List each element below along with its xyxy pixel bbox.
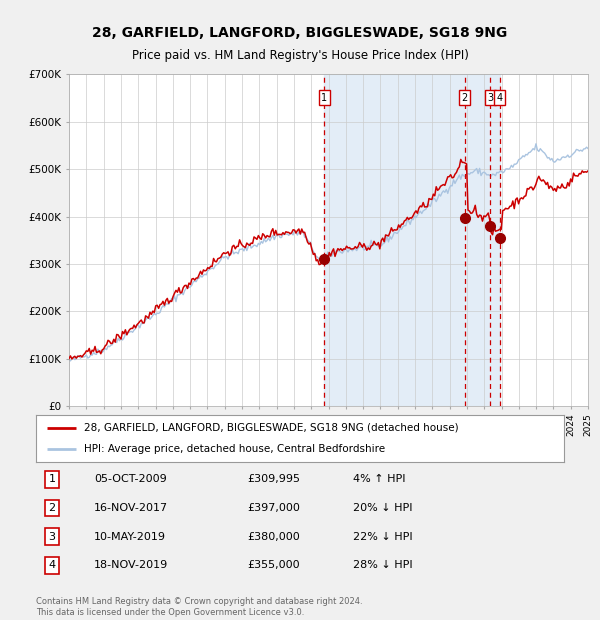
Text: 28, GARFIELD, LANGFORD, BIGGLESWADE, SG18 9NG: 28, GARFIELD, LANGFORD, BIGGLESWADE, SG1… xyxy=(92,26,508,40)
Text: Price paid vs. HM Land Registry's House Price Index (HPI): Price paid vs. HM Land Registry's House … xyxy=(131,49,469,62)
Text: £397,000: £397,000 xyxy=(247,503,300,513)
Text: 3: 3 xyxy=(49,532,55,542)
Text: 05-OCT-2009: 05-OCT-2009 xyxy=(94,474,167,484)
Text: 4: 4 xyxy=(48,560,55,570)
Text: 28, GARFIELD, LANGFORD, BIGGLESWADE, SG18 9NG (detached house): 28, GARFIELD, LANGFORD, BIGGLESWADE, SG1… xyxy=(83,423,458,433)
Text: 4: 4 xyxy=(497,92,503,103)
Text: 20% ↓ HPI: 20% ↓ HPI xyxy=(353,503,412,513)
Text: HPI: Average price, detached house, Central Bedfordshire: HPI: Average price, detached house, Cent… xyxy=(83,445,385,454)
Text: 1: 1 xyxy=(49,474,55,484)
Text: 2: 2 xyxy=(461,92,468,103)
Text: £309,995: £309,995 xyxy=(247,474,300,484)
Text: Contains HM Land Registry data © Crown copyright and database right 2024.
This d: Contains HM Land Registry data © Crown c… xyxy=(36,598,362,617)
Text: 22% ↓ HPI: 22% ↓ HPI xyxy=(353,532,412,542)
Text: £355,000: £355,000 xyxy=(247,560,300,570)
Text: 4% ↑ HPI: 4% ↑ HPI xyxy=(353,474,406,484)
Text: 1: 1 xyxy=(321,92,328,103)
Text: £380,000: £380,000 xyxy=(247,532,300,542)
Text: 10-MAY-2019: 10-MAY-2019 xyxy=(94,532,166,542)
Bar xyxy=(325,74,500,406)
Text: 3: 3 xyxy=(487,92,493,103)
Text: 16-NOV-2017: 16-NOV-2017 xyxy=(94,503,168,513)
Text: 2: 2 xyxy=(48,503,55,513)
Text: 28% ↓ HPI: 28% ↓ HPI xyxy=(353,560,412,570)
Text: 18-NOV-2019: 18-NOV-2019 xyxy=(94,560,169,570)
